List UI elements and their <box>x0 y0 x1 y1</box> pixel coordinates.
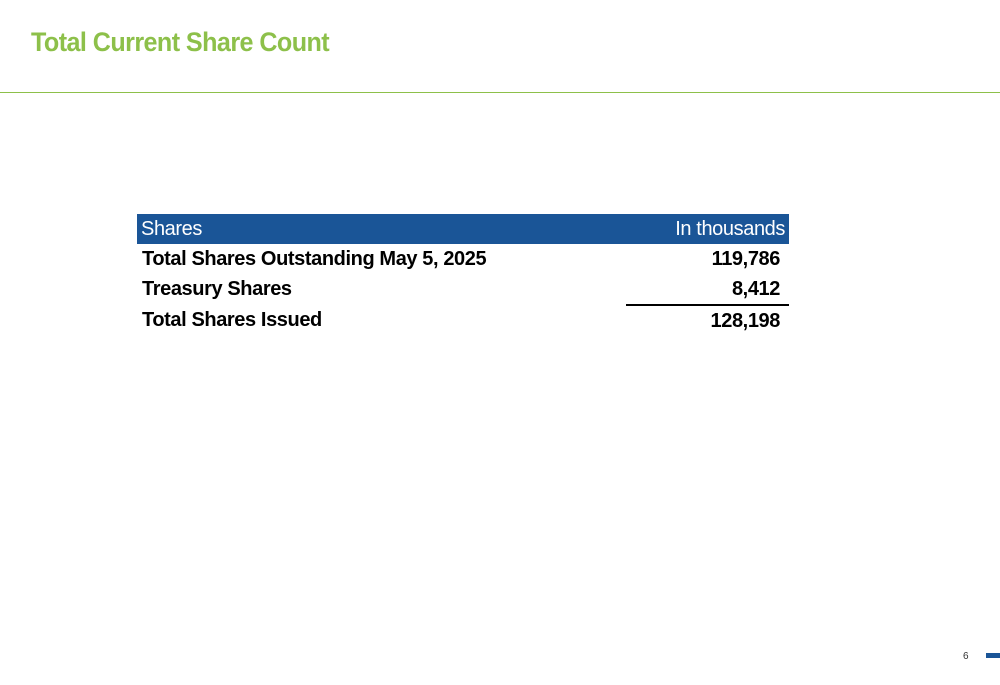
table-header-row: Shares In thousands <box>137 214 789 244</box>
table-row: Total Shares Issued 128,198 <box>137 305 789 336</box>
slide-title: Total Current Share Count <box>31 27 330 57</box>
table-header-shares: Shares <box>137 214 627 244</box>
title-divider <box>0 92 1000 93</box>
share-count-table: Shares In thousands Total Shares Outstan… <box>137 214 789 336</box>
table-row: Total Shares Outstanding May 5, 2025 119… <box>137 244 789 274</box>
row-value-outstanding: 119,786 <box>711 247 781 270</box>
table-row: Treasury Shares 8,412 <box>137 274 789 306</box>
page-number: 6 <box>963 651 969 662</box>
row-label-outstanding: Total Shares Outstanding May 5, 2025 <box>142 247 487 270</box>
table-header-units: In thousands <box>626 214 789 244</box>
row-value-issued: 128,198 <box>710 309 781 332</box>
row-value-treasury: 8,412 <box>626 274 789 306</box>
footer-accent-bar <box>986 653 1000 658</box>
row-label-treasury: Treasury Shares <box>142 278 292 300</box>
row-label-issued: Total Shares Issued <box>142 309 322 331</box>
